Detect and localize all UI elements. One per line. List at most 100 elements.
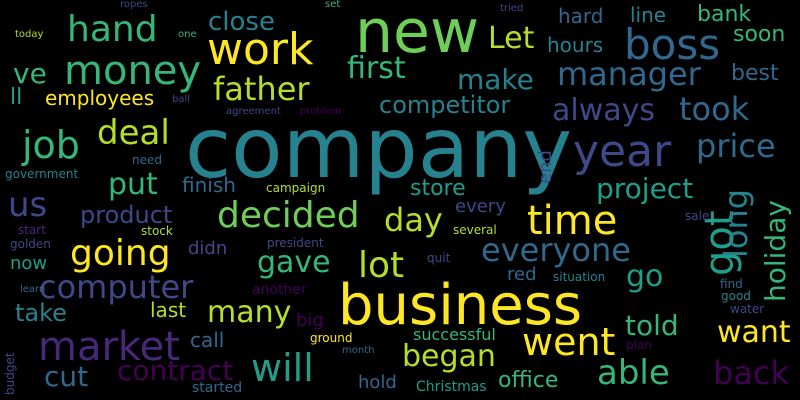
word-started: started: [192, 380, 243, 396]
word-job: job: [22, 123, 80, 167]
word-told: told: [625, 309, 679, 342]
word-everyone: everyone: [481, 231, 631, 269]
word-best: best: [731, 61, 779, 86]
word-big: big: [296, 310, 324, 331]
word-work: work: [207, 24, 314, 75]
word-line: line: [630, 3, 667, 27]
word-learn: learn: [20, 284, 46, 295]
word-ve: ve: [13, 57, 47, 90]
word-store: store: [410, 176, 466, 201]
word-us: us: [8, 185, 48, 225]
word-manager: manager: [557, 55, 701, 93]
word-holiday: holiday: [759, 200, 792, 302]
word-hard: hard: [558, 4, 604, 28]
word-sale: sale: [685, 209, 710, 223]
word-ropes: ropes: [120, 0, 148, 10]
word-situation: situation: [553, 270, 606, 284]
word-ground: ground: [310, 331, 353, 345]
word-hold: hold: [358, 372, 397, 393]
word-contract: contract: [117, 354, 234, 387]
word-didn: didn: [188, 238, 228, 259]
word-plan: plan: [626, 338, 652, 352]
word-Christmas: Christmas: [416, 379, 487, 395]
word-golden: golden: [10, 237, 51, 251]
word-start: start: [18, 223, 46, 237]
word-hand: hand: [67, 9, 158, 50]
word-budget: budget: [3, 352, 17, 395]
word-red: red: [507, 264, 537, 285]
word-employees: employees: [45, 86, 155, 110]
word-one: one: [178, 29, 197, 40]
word-began: began: [402, 339, 496, 374]
word-soon: soon: [733, 22, 786, 47]
word-another: another: [252, 282, 307, 298]
word-competitor: competitor: [379, 91, 511, 119]
word-end: end: [535, 150, 556, 184]
word-several: several: [453, 223, 497, 237]
word-deal: deal: [97, 113, 170, 153]
word-product: product: [80, 201, 173, 229]
word-cut: cut: [44, 360, 89, 393]
word-set: set: [325, 0, 341, 10]
word-water: water: [730, 302, 765, 316]
word-bank: bank: [697, 2, 752, 27]
word-decided: decided: [217, 195, 360, 236]
word-day: day: [384, 201, 443, 239]
word-back: back: [713, 354, 790, 392]
word-president: president: [267, 236, 324, 250]
word-gave: gave: [257, 245, 331, 280]
word-always: always: [552, 93, 656, 128]
word-hours: hours: [547, 33, 604, 57]
word-lot: lot: [358, 245, 405, 286]
word-quit: quit: [427, 251, 451, 265]
word-ll: ll: [10, 85, 23, 110]
word-new: new: [355, 0, 480, 67]
word-ball: ball: [172, 94, 191, 105]
word-agreement: agreement: [226, 106, 281, 117]
word-time: time: [527, 198, 618, 244]
word-long: long: [717, 188, 755, 258]
word-year: year: [573, 126, 672, 177]
word-find: find: [720, 277, 743, 291]
word-now: now: [10, 253, 48, 274]
word-close: close: [208, 7, 275, 37]
word-make: make: [457, 63, 534, 96]
word-every: every: [455, 196, 506, 217]
word-last: last: [150, 298, 187, 322]
word-need: need: [132, 153, 162, 167]
word-office: office: [498, 368, 559, 393]
word-took: took: [679, 90, 750, 128]
word-market: market: [38, 324, 180, 370]
word-want: want: [717, 315, 791, 350]
word-month: month: [342, 345, 375, 356]
word-take: take: [15, 299, 67, 327]
word-company: company: [185, 99, 573, 197]
word-finish: finish: [182, 173, 236, 197]
word-project: project: [596, 172, 694, 205]
word-good: good: [721, 289, 751, 303]
word-boss: boss: [624, 20, 721, 69]
word-going: going: [70, 233, 171, 274]
word-put: put: [108, 167, 158, 202]
word-problem: problem: [300, 106, 342, 117]
word-price: price: [696, 127, 776, 165]
word-business: business: [338, 273, 583, 338]
word-went: went: [522, 320, 616, 364]
word-go: go: [626, 259, 664, 294]
word-will: will: [251, 346, 314, 390]
word-stock: stock: [141, 224, 173, 238]
word-campaign: campaign: [266, 181, 326, 195]
word-today: today: [15, 29, 44, 40]
word-Let: Let: [488, 21, 535, 56]
word-money: money: [64, 48, 202, 94]
word-government: government: [5, 167, 79, 181]
word-many: many: [207, 295, 292, 330]
word-successful: successful: [413, 325, 496, 344]
word-computer: computer: [39, 268, 194, 306]
word-tried: tried: [500, 3, 524, 14]
word-father: father: [213, 70, 310, 108]
word-first: first: [347, 51, 406, 86]
word-call: call: [190, 328, 225, 352]
word-able: able: [597, 353, 670, 393]
